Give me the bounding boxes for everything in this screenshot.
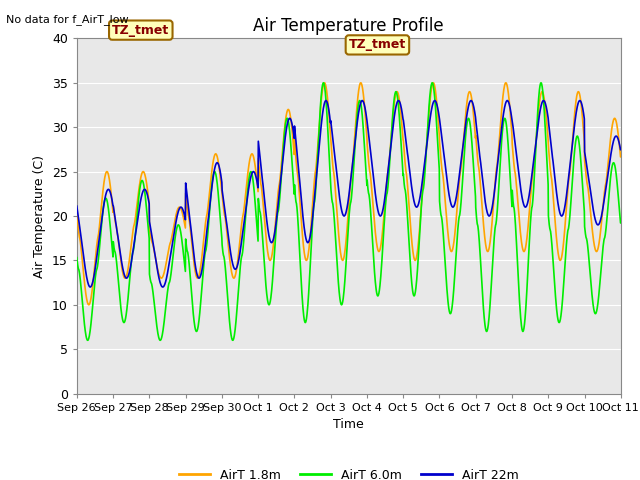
Y-axis label: Air Temperature (C): Air Temperature (C)	[33, 155, 46, 277]
Text: TZ_tmet: TZ_tmet	[349, 38, 406, 51]
X-axis label: Time: Time	[333, 418, 364, 431]
Text: No data for f_AirT_low: No data for f_AirT_low	[6, 14, 129, 25]
Title: Air Temperature Profile: Air Temperature Profile	[253, 17, 444, 36]
Text: TZ_tmet: TZ_tmet	[112, 24, 170, 36]
Legend: AirT 1.8m, AirT 6.0m, AirT 22m: AirT 1.8m, AirT 6.0m, AirT 22m	[174, 464, 524, 480]
